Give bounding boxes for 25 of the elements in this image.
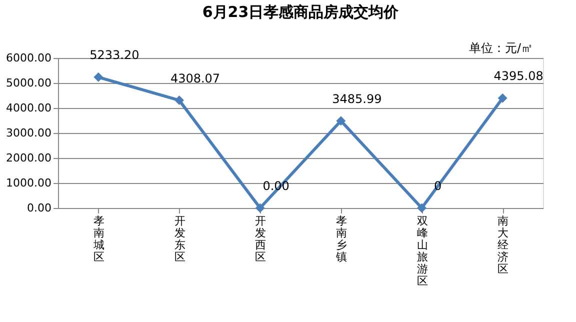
x-tick-label: 开发西区	[255, 214, 266, 264]
x-tick-label: 开发东区	[174, 214, 186, 264]
text: 单位：元/㎡	[468, 41, 533, 55]
point	[417, 203, 426, 213]
x-tick-label: 南大经济区	[498, 214, 509, 276]
y-tick-label: 4000.00	[6, 102, 52, 114]
point	[336, 116, 346, 126]
data-label: 4308.07	[170, 71, 220, 86]
chart-title: 6月23日孝感商品房成交均价	[202, 3, 400, 21]
data-label: 5233.20	[90, 48, 140, 62]
point	[174, 96, 184, 106]
point	[94, 72, 104, 82]
y-tick-label: 1000.00	[6, 176, 52, 190]
y-tick-label: 6000.00	[6, 52, 52, 64]
y-tick-label: 2000.00	[6, 152, 52, 164]
y-tick-label: 3000.00	[6, 126, 52, 140]
point	[498, 93, 508, 103]
data-label: 3485.99	[332, 92, 382, 106]
y-tick-label: 0.00	[27, 202, 52, 214]
x-tick-label: 孝南城区	[92, 214, 104, 264]
data-label: 4395.08	[494, 69, 544, 84]
y-tick-label: 5000.00	[6, 76, 52, 90]
x-tick-label: 孝南乡镇	[334, 214, 347, 264]
x-tick-label: 双峰山旅游区	[416, 214, 428, 288]
point	[255, 203, 265, 213]
